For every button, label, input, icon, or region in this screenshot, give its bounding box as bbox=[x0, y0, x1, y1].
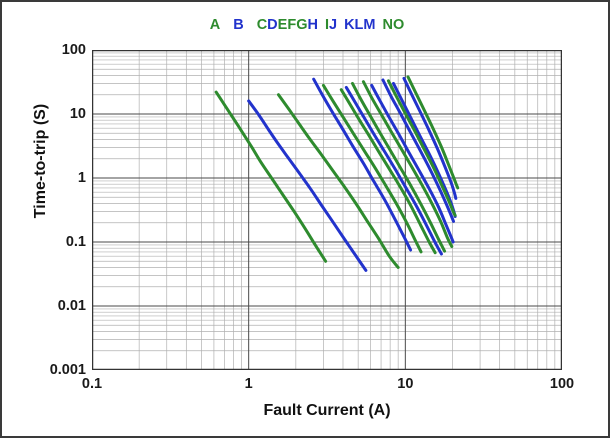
y-tick-label: 0.1 bbox=[65, 234, 86, 250]
legend-item-o[interactable]: O bbox=[392, 17, 405, 33]
curve-m[interactable] bbox=[402, 76, 458, 200]
y-axis-tick-labels: 100 10 1 0.1 0.01 0.001 bbox=[2, 42, 86, 378]
legend-item-g[interactable]: G bbox=[296, 17, 308, 33]
legend-item-i[interactable]: I bbox=[324, 17, 329, 33]
legend-item-h[interactable]: H bbox=[307, 17, 318, 33]
curve-n[interactable] bbox=[386, 79, 457, 217]
curve-i[interactable] bbox=[361, 80, 454, 249]
y-tick-label: 100 bbox=[61, 42, 86, 58]
legend-item-l[interactable]: L bbox=[354, 17, 364, 33]
curve-d[interactable] bbox=[312, 77, 413, 252]
x-tick-label: 0.1 bbox=[81, 376, 103, 392]
y-axis-title: Time-to-trip (S) bbox=[32, 103, 49, 219]
y-tick-label: 1 bbox=[77, 170, 86, 186]
curve-group bbox=[214, 75, 460, 272]
x-axis-title: Fault Current (A) bbox=[263, 402, 391, 419]
curve-b[interactable] bbox=[247, 99, 368, 272]
y-tick-label: 0.01 bbox=[57, 298, 86, 314]
curve-f[interactable] bbox=[339, 88, 437, 255]
curve-e[interactable] bbox=[321, 83, 423, 254]
legend-item-m[interactable]: M bbox=[363, 17, 376, 33]
curve-h[interactable] bbox=[344, 85, 443, 256]
plot-area bbox=[92, 50, 562, 370]
y-tick-label: 0.001 bbox=[49, 362, 86, 378]
legend-item-d[interactable]: D bbox=[267, 17, 278, 33]
legend-item-b[interactable]: B bbox=[233, 17, 244, 33]
plot-border bbox=[92, 50, 562, 370]
y-tick-label: 10 bbox=[69, 106, 86, 122]
legend-item-c[interactable]: C bbox=[256, 17, 268, 33]
gridlines-minor bbox=[92, 50, 562, 370]
x-tick-label: 100 bbox=[549, 376, 575, 392]
curve-j[interactable] bbox=[370, 83, 455, 244]
legend-item-f[interactable]: F bbox=[287, 17, 297, 33]
x-axis-tick-labels: 0.1 1 10 100 bbox=[82, 376, 574, 398]
legend-item-a[interactable]: A bbox=[209, 17, 221, 33]
curve-k[interactable] bbox=[381, 78, 456, 223]
curve-o[interactable] bbox=[406, 75, 460, 190]
curve-a[interactable] bbox=[214, 90, 328, 263]
legend-item-k[interactable]: K bbox=[344, 17, 355, 33]
gridlines-major bbox=[92, 50, 562, 370]
chart-legend: A B CDEFGH IJ KLM NO bbox=[2, 16, 608, 40]
legend-item-j[interactable]: J bbox=[328, 17, 338, 33]
x-tick-label: 1 bbox=[244, 376, 253, 392]
legend-item-e[interactable]: E bbox=[277, 17, 288, 33]
legend-item-n[interactable]: N bbox=[382, 17, 393, 33]
plot-svg bbox=[92, 50, 562, 370]
curve-c[interactable] bbox=[276, 93, 400, 269]
curve-g[interactable] bbox=[351, 81, 447, 253]
x-tick-label: 10 bbox=[397, 376, 414, 392]
plot-background bbox=[92, 50, 562, 370]
